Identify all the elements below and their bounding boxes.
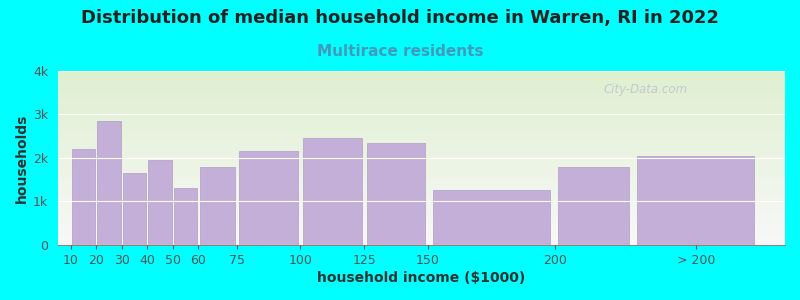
Bar	[98, 121, 121, 245]
Text: Multirace residents: Multirace residents	[317, 44, 483, 59]
Bar	[123, 173, 146, 245]
Y-axis label: households: households	[15, 113, 29, 202]
Bar	[366, 143, 426, 245]
X-axis label: household income ($1000): household income ($1000)	[318, 271, 526, 285]
Text: Distribution of median household income in Warren, RI in 2022: Distribution of median household income …	[81, 9, 719, 27]
Bar	[72, 149, 95, 245]
Bar	[558, 167, 629, 245]
Bar	[433, 190, 550, 245]
Bar	[174, 188, 198, 245]
Bar	[148, 160, 172, 245]
Bar	[637, 156, 754, 245]
Bar	[303, 138, 362, 245]
Text: City-Data.com: City-Data.com	[603, 83, 687, 96]
Bar	[239, 152, 298, 245]
Bar	[200, 167, 235, 245]
